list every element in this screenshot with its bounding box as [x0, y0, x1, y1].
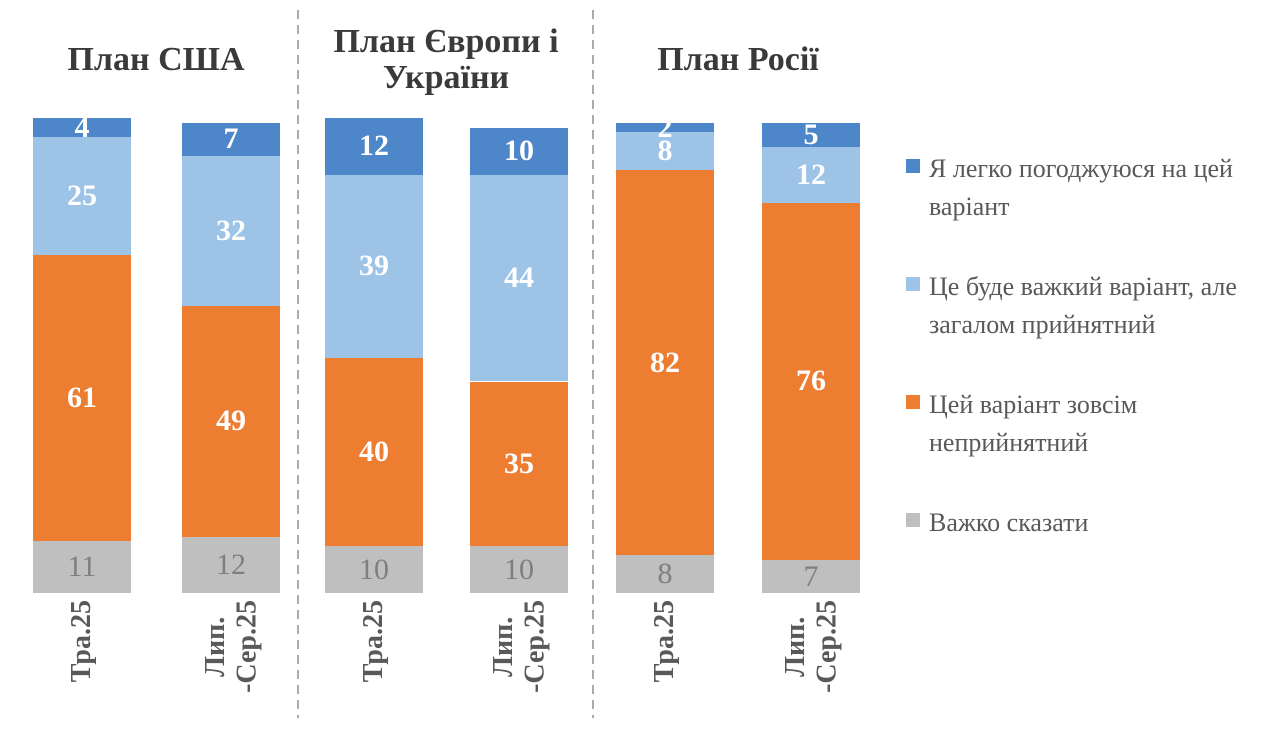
- bar-segment: 10: [470, 127, 568, 175]
- segment-value-label: 61: [67, 380, 97, 414]
- segment-value-label: 32: [216, 214, 246, 248]
- segment-value-label: 7: [803, 559, 819, 593]
- bar-segment: 10: [325, 546, 423, 593]
- group-separator-dashed-line: [297, 10, 299, 718]
- segment-value-label: 11: [67, 550, 97, 584]
- segment-value-label: 82: [650, 345, 680, 379]
- segment-value-label: 25: [67, 178, 97, 212]
- bar-segment: 39: [325, 174, 423, 358]
- bar-segment: 76: [762, 202, 860, 561]
- legend-swatch-light-blue: [906, 277, 920, 291]
- bar-segment: 12: [182, 536, 280, 593]
- segment-value-label: 7: [223, 122, 239, 156]
- segment-value-label: 12: [359, 129, 389, 163]
- bar-segment: 35: [470, 381, 568, 546]
- bar-segment: 8: [616, 132, 714, 170]
- x-axis-category-label: Лип. -Сер.25: [779, 600, 842, 693]
- legend-label: Важко сказати: [929, 508, 1089, 537]
- legend-swatch-gray: [906, 513, 920, 527]
- bar-segment: 12: [325, 118, 423, 175]
- legend: Я легко погоджуюся на цей варіант Це буд…: [906, 150, 1258, 584]
- segment-value-label: 39: [359, 249, 389, 283]
- x-axis-category-label: Тра.25: [649, 600, 681, 683]
- legend-item-hard-to-say: Важко сказати: [906, 504, 1258, 542]
- x-axis-category-label: Лип. -Сер.25: [199, 600, 262, 693]
- legend-swatch-orange: [906, 395, 920, 409]
- group-title-usa-plan: План США: [67, 41, 245, 79]
- bar-segment: 7: [182, 123, 280, 156]
- bar-segment: 40: [325, 358, 423, 546]
- group-title-europe-ukraine-plan: План Європи і України: [333, 23, 559, 96]
- bar-segment: 11: [33, 541, 131, 593]
- segment-value-label: 10: [504, 134, 534, 168]
- bar-segment: 4: [33, 112, 131, 142]
- segment-value-label: 2: [657, 110, 673, 144]
- bar-segment: 7: [762, 560, 860, 593]
- legend-item-difficult-but-acceptable: Це буде важкий варіант, але загалом прий…: [906, 268, 1258, 344]
- group-title-russia-plan: План Росії: [657, 41, 819, 79]
- x-axis-category-label: Тра.25: [358, 600, 390, 683]
- segment-value-label: 5: [803, 117, 819, 151]
- segment-value-label: 8: [657, 557, 673, 591]
- bar-segment: 2: [616, 112, 714, 142]
- legend-label: Цей варіант зовсім неприйнятний: [929, 390, 1138, 457]
- segment-value-label: 10: [359, 552, 389, 586]
- bar-segment: 5: [762, 117, 860, 151]
- segment-value-label: 44: [504, 261, 534, 295]
- segment-value-label: 40: [359, 435, 389, 468]
- bar-segment: 49: [182, 306, 280, 537]
- bar-segment: 8: [616, 555, 714, 593]
- x-axis-category-label: Тра.25: [66, 600, 98, 683]
- legend-item-completely-unacceptable: Цей варіант зовсім неприйнятний: [906, 386, 1258, 462]
- bar-segment: 12: [762, 146, 860, 203]
- segment-value-label: 76: [796, 364, 826, 398]
- legend-label: Я легко погоджуюся на цей варіант: [929, 154, 1233, 221]
- bar-segment: 10: [470, 546, 568, 593]
- legend-item-easily-agree: Я легко погоджуюся на цей варіант: [906, 150, 1258, 226]
- x-axis-category-label: Лип. -Сер.25: [487, 600, 550, 693]
- bar-segment: 44: [470, 174, 568, 382]
- bar-segment: 82: [616, 170, 714, 556]
- segment-value-label: 49: [216, 404, 246, 438]
- bar-segment: 32: [182, 155, 280, 307]
- legend-label: Це буде важкий варіант, але загалом прий…: [929, 272, 1237, 339]
- segment-value-label: 4: [74, 110, 90, 144]
- segment-value-label: 12: [216, 547, 246, 581]
- group-separator-dashed-line: [592, 10, 594, 718]
- segment-value-label: 35: [504, 446, 534, 480]
- segment-value-label: 10: [504, 552, 534, 586]
- bar-segment: 61: [33, 254, 131, 542]
- segment-value-label: 12: [796, 157, 826, 191]
- legend-swatch-dark-blue: [906, 159, 920, 173]
- bar-segment: 25: [33, 137, 131, 255]
- segment-value-label: 8: [657, 134, 673, 168]
